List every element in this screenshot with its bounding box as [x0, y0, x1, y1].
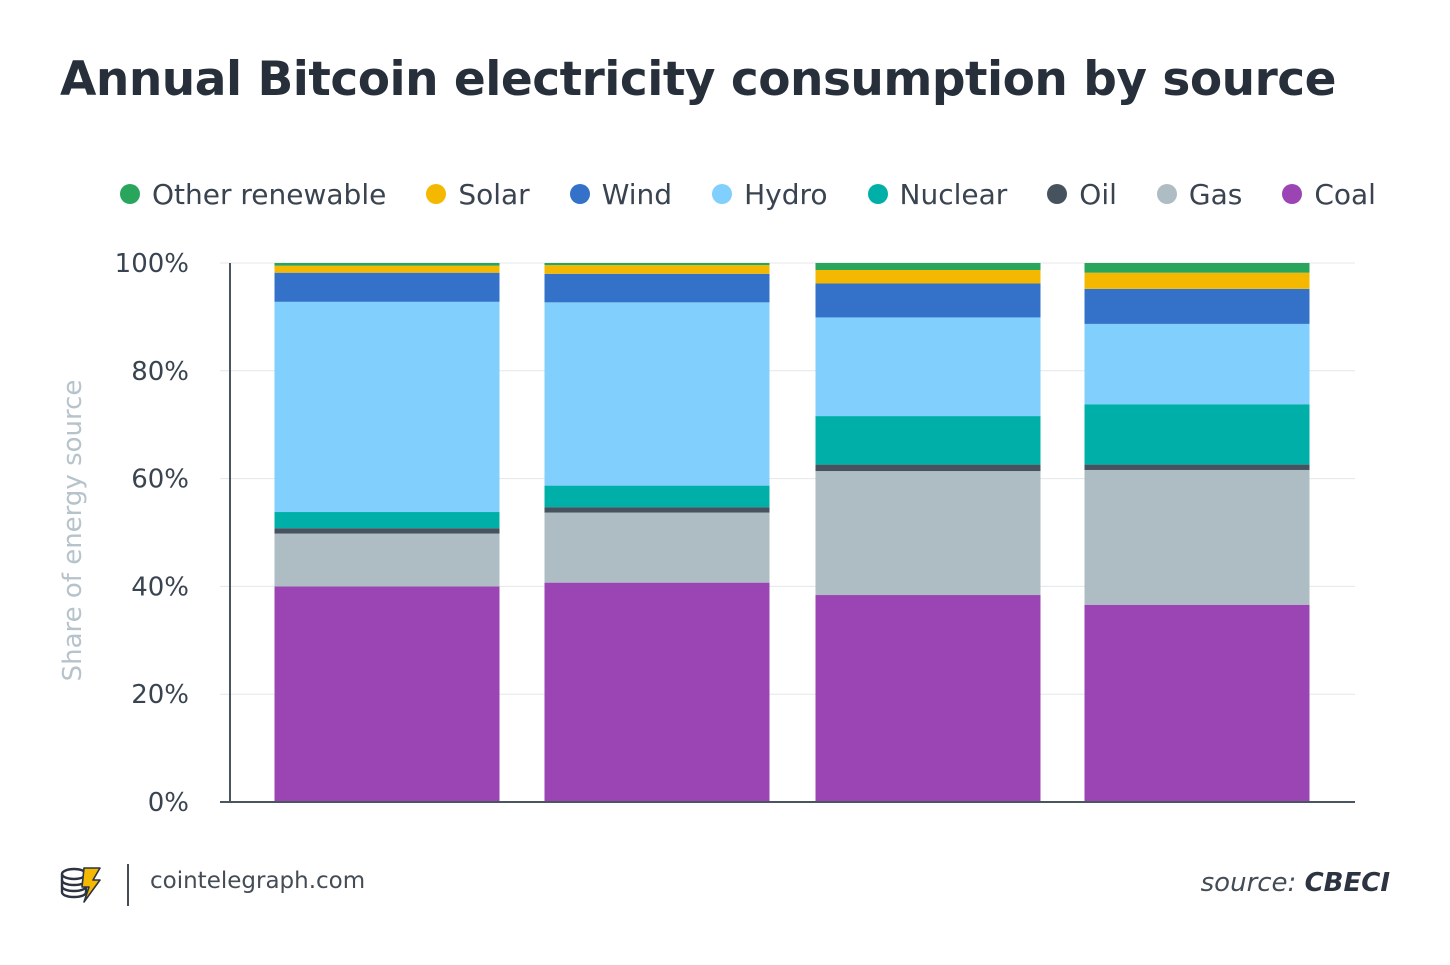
footer-source: source: CBECI — [1201, 868, 1390, 898]
legend-swatch — [1282, 184, 1303, 204]
bar-segment-hydro — [1084, 323, 1310, 405]
legend-item-other-renewable: Other renewable — [120, 178, 386, 211]
y-tick-label: 80% — [131, 357, 189, 387]
bar-segment-solar — [1084, 272, 1310, 289]
bar-segment-solar — [544, 265, 770, 274]
bar-segment-nuclear — [274, 512, 500, 529]
bar-segment-coal — [1084, 604, 1310, 802]
source-prefix: source: — [1200, 868, 1297, 898]
legend-item-solar: Solar — [426, 177, 530, 211]
bar-segment-hydro — [274, 301, 500, 513]
legend-item-oil: Oil — [1047, 178, 1117, 211]
cointelegraph-logo-icon — [60, 867, 101, 903]
bar-segment-hydro — [544, 302, 770, 486]
chart-title: Annual Bitcoin electricity consumption b… — [60, 52, 1336, 107]
bar-segment-solar — [274, 265, 500, 273]
y-tick-label: 40% — [131, 572, 189, 602]
legend-label: Gas — [1188, 177, 1243, 211]
bar-segment-other-renewable — [1084, 263, 1310, 273]
source-name: CBECI — [1304, 868, 1390, 898]
bar-segment-other-renewable — [815, 263, 1041, 271]
legend-swatch — [120, 184, 140, 204]
bar-segment-coal — [274, 586, 500, 802]
bar-segment-other-renewable — [274, 263, 500, 266]
legend-item-nuclear: Nuclear — [867, 177, 1008, 211]
bar-segment-nuclear — [1084, 404, 1310, 465]
legend-swatch — [712, 184, 733, 204]
legend-label: Other renewable — [152, 177, 387, 211]
legend-item-gas: Gas — [1156, 177, 1243, 211]
legend-label: Coal — [1314, 177, 1376, 211]
bar-segment-wind — [544, 273, 770, 303]
bar-segment-oil — [815, 464, 1041, 472]
bar-segment-oil — [1084, 464, 1310, 470]
bar-segment-nuclear — [544, 485, 770, 508]
legend-item-hydro: Hydro — [712, 177, 828, 211]
bar-segment-oil — [544, 507, 770, 513]
legend-item-wind: Wind — [569, 177, 673, 211]
legend-swatch — [1156, 184, 1177, 204]
y-tick-label: 20% — [131, 680, 189, 710]
legend-item-coal: Coal — [1282, 178, 1376, 211]
y-axis-title: Share of energy source — [58, 380, 88, 682]
bar-segment-wind — [1084, 288, 1310, 324]
bar-segment-oil — [274, 528, 500, 534]
bar-segment-gas — [815, 471, 1041, 596]
bar-segment-other-renewable — [544, 263, 770, 266]
y-tick-label: 100% — [115, 249, 189, 279]
legend-label: Solar — [458, 177, 530, 211]
bar-segment-wind — [815, 283, 1041, 318]
legend-label: Oil — [1079, 177, 1117, 211]
bar-segment-wind — [274, 272, 500, 302]
bar-segment-solar — [815, 270, 1041, 284]
footer-site-link[interactable]: cointelegraph.com — [150, 868, 366, 894]
legend-label: Wind — [601, 177, 673, 211]
legend-label: Nuclear — [899, 177, 1008, 211]
bar-segment-gas — [274, 533, 500, 587]
legend-swatch — [867, 184, 888, 204]
legend-label: Hydro — [744, 177, 828, 211]
bar-segment-gas — [1084, 469, 1310, 605]
bar-segment-nuclear — [815, 416, 1041, 465]
bar-segment-coal — [815, 595, 1041, 802]
legend-swatch — [1047, 184, 1068, 204]
bar-segment-gas — [544, 512, 770, 583]
bar-segment-coal — [544, 582, 770, 802]
legend-swatch — [426, 184, 447, 204]
y-tick-label: 0% — [148, 788, 189, 818]
chart-legend: Other renewable Solar Wind Hydro Nuclear Oil G… — [120, 172, 1376, 216]
bar-segment-hydro — [815, 317, 1041, 417]
y-tick-label: 60% — [131, 465, 189, 495]
footer-divider — [127, 864, 129, 906]
legend-swatch — [569, 184, 590, 204]
